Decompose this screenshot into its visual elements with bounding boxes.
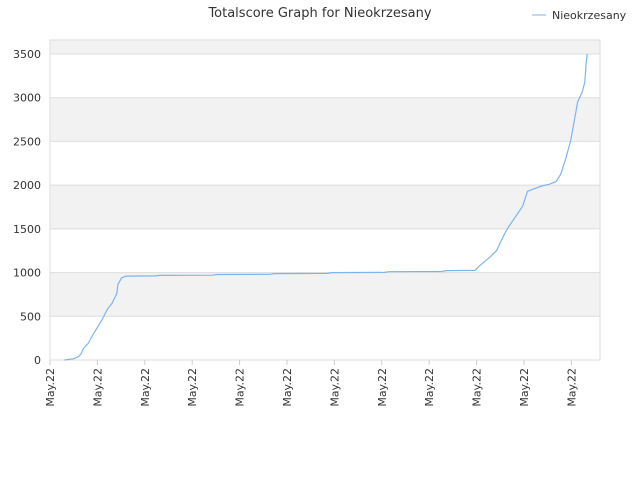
chart-title: Totalscore Graph for Nieokrzesany <box>207 6 431 21</box>
y-tick-label: 1500 <box>13 223 41 236</box>
grid-lines <box>50 53 600 361</box>
y-tick-label: 3000 <box>13 92 41 105</box>
y-tick-label: 2500 <box>13 135 41 148</box>
legend[interactable]: Nieokrzesany <box>532 9 627 22</box>
plot-band <box>50 97 600 142</box>
x-tick-label: May.22 <box>44 368 57 407</box>
y-tick-label: 3500 <box>13 48 41 61</box>
y-tick-label: 2000 <box>13 179 41 192</box>
plot-band <box>50 40 600 54</box>
plot-border <box>49 39 601 361</box>
x-tick-label: May.22 <box>565 368 578 407</box>
series-layer <box>64 53 588 361</box>
plot-bands <box>50 40 600 317</box>
legend-label-nieokrzesany: Nieokrzesany <box>552 9 627 22</box>
y-tick-label: 500 <box>20 310 41 323</box>
x-tick-label: May.22 <box>91 368 104 407</box>
y-tick-label: 1000 <box>13 267 41 280</box>
x-axis-ticks: May.22 May.22 May.22 May.22 May.22 May.22 May.… <box>44 360 578 407</box>
x-tick-label: May.22 <box>234 368 247 407</box>
y-tick-label: 0 <box>34 354 41 367</box>
series-line-nieokrzesany <box>64 53 588 361</box>
x-tick-label: May.22 <box>471 368 484 407</box>
x-tick-label: May.22 <box>281 368 294 407</box>
x-tick-label: May.22 <box>518 368 531 407</box>
x-tick-label: May.22 <box>423 368 436 407</box>
x-tick-label: May.22 <box>186 368 199 407</box>
x-tick-label: May.22 <box>139 368 152 407</box>
plot-band <box>50 185 600 229</box>
y-axis-ticks: 0 500 1000 1500 2000 2500 3000 3500 <box>13 48 41 367</box>
x-tick-label: May.22 <box>376 368 389 407</box>
x-tick-label: May.22 <box>328 368 341 407</box>
plot-band <box>50 272 600 317</box>
